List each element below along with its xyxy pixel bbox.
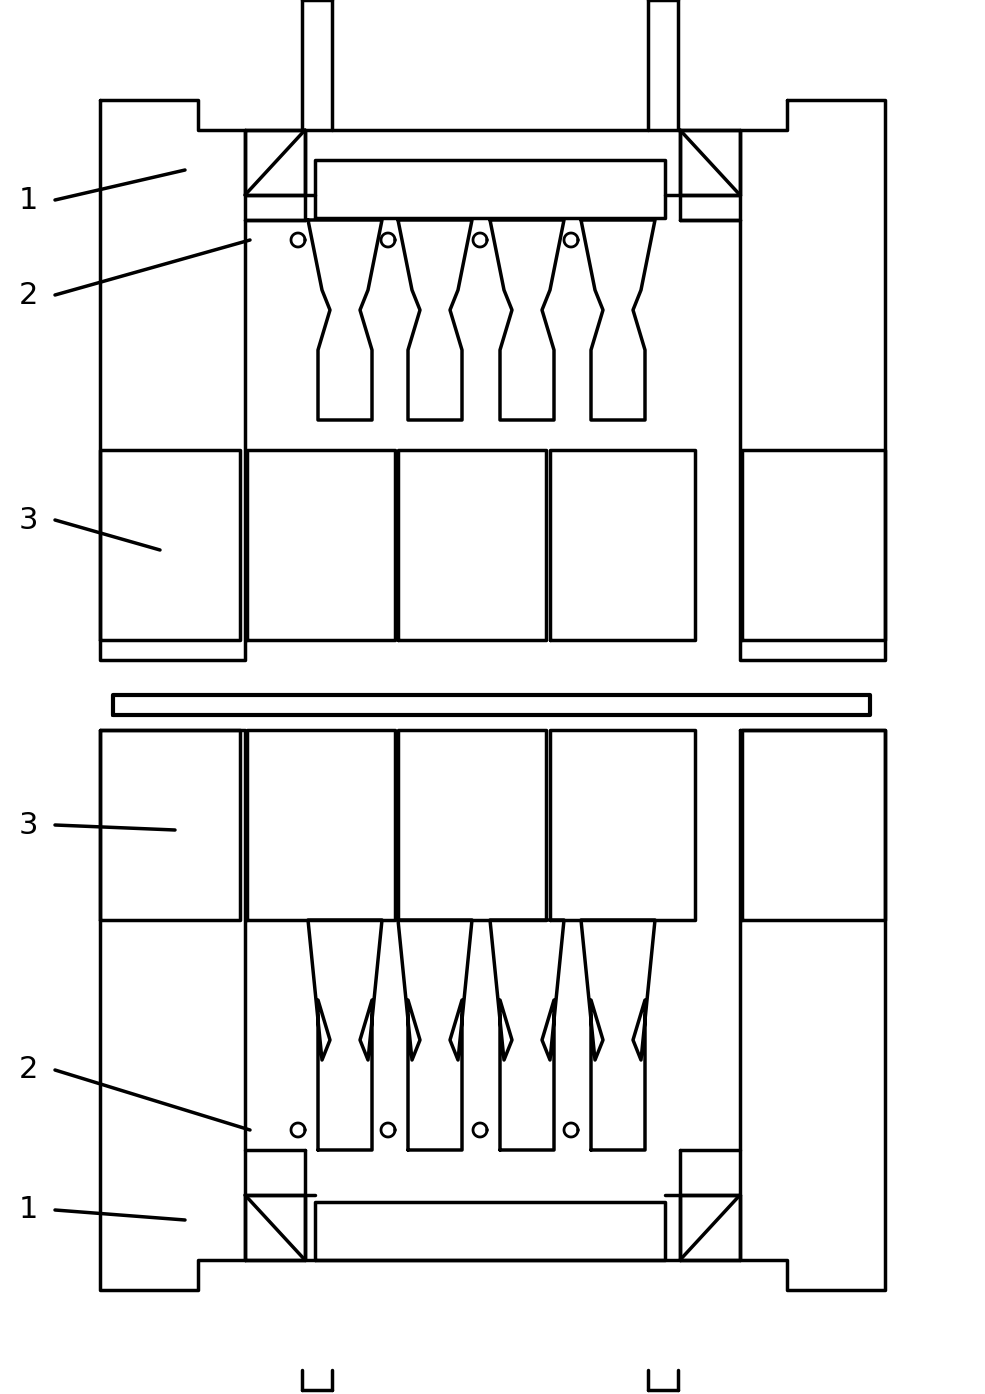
Text: 2: 2 bbox=[19, 280, 37, 309]
Text: 1: 1 bbox=[19, 185, 37, 215]
Text: 3: 3 bbox=[19, 810, 37, 839]
Text: 1: 1 bbox=[19, 1196, 37, 1224]
Text: 2: 2 bbox=[19, 1055, 37, 1085]
Text: 3: 3 bbox=[19, 506, 37, 534]
